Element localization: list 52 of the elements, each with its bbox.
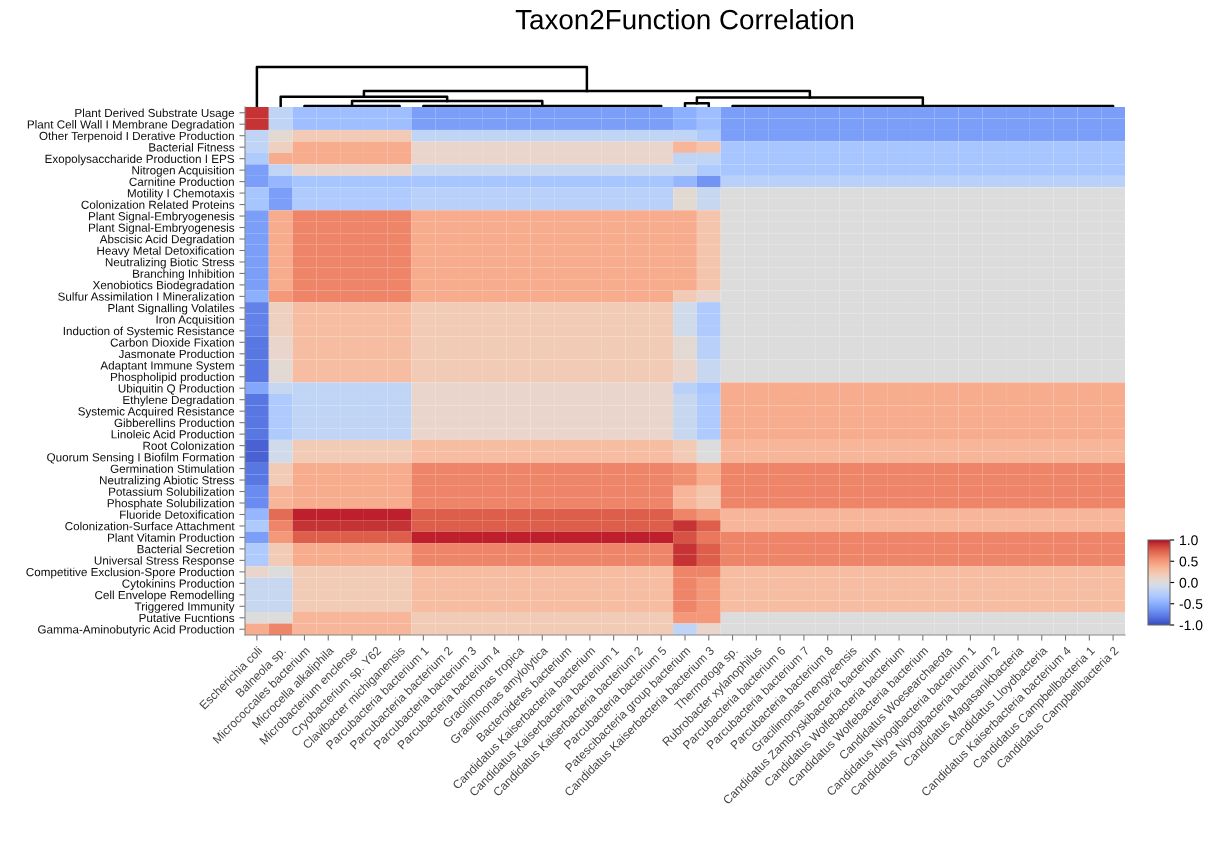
y-tick-label: Other Terpenoid I Derative Production xyxy=(39,131,234,143)
y-tick-label: Bacterial Fitness xyxy=(149,142,235,152)
y-tick-label: Heavy Metal Detoxification xyxy=(97,246,234,258)
y-tick-label: Plant Derived Substrate Usage xyxy=(75,108,235,120)
y-tick-label: Potassium Solubilization xyxy=(109,487,234,496)
y-tick-label: Branching Inhibition xyxy=(133,269,234,281)
y-tick-label: Abscisic Acid Degradation xyxy=(99,234,234,246)
y-tick-label: Systemic Acquired Resistance xyxy=(78,406,235,418)
y-tick-label: Competitive Exclusion-Spore Production xyxy=(26,567,234,579)
y-tick-label: Root Colonization xyxy=(143,441,234,450)
y-tick-label: Induction of Systemic Resistance xyxy=(63,326,235,338)
y-tick-label: Plant Signal-Embryogenesis xyxy=(88,223,235,235)
y-tick-label: Plant Vitamin Production xyxy=(108,533,234,542)
color-bar-label: 1.0 xyxy=(1180,535,1198,546)
y-tick-label: Gamma-Aminobutyric Acid Production xyxy=(38,625,234,636)
y-tick-label: Neutralizing Biotic Stress xyxy=(105,257,235,269)
y-tick-label: Neutralizing Abiotic Stress xyxy=(100,475,235,487)
y-tick-label: Phospholipid production xyxy=(111,372,234,384)
y-tick-label: Xenobiotics Biodegradation xyxy=(92,280,234,292)
color-bar-label: 0.5 xyxy=(1179,556,1198,567)
color-bar-label: 0.0 xyxy=(1179,577,1198,588)
y-tick-label: Colonization Related Proteins xyxy=(81,200,235,209)
y-tick-label: Bacterial Secretion xyxy=(137,544,234,554)
y-tick-label: Carnitine Production xyxy=(129,177,234,186)
y-tick-label: Putative Fucntions xyxy=(139,613,235,623)
y-tick-label: Universal Stress Response xyxy=(94,556,235,568)
y-tick-label: Plant Signalling Volatiles xyxy=(108,303,235,315)
y-tick-label: Gibberellins Production xyxy=(114,418,234,427)
y-tick-label: Cytokinins Production xyxy=(122,579,234,590)
y-tick-label: Linoleic Acid Production xyxy=(111,429,234,439)
y-tick-label: Germination Stimulation xyxy=(110,464,234,473)
y-tick-label: Iron Acquisition xyxy=(156,315,234,326)
y-tick-label: Fluoride Detoxification xyxy=(120,510,234,519)
y-tick-label: Cell Envelope Remodelling xyxy=(95,590,234,602)
y-tick-label: Sulfur Assimilation I Mineralization xyxy=(58,292,234,301)
color-bar-label: -1.0 xyxy=(1179,620,1203,631)
y-tick-label: Plant Signal-Embryogenesis xyxy=(88,211,235,223)
color-bar-label: -0.5 xyxy=(1179,599,1203,609)
y-tick-label: Carbon Dioxide Fixation xyxy=(110,338,234,347)
y-tick-label: Ubiquitin Q Production xyxy=(118,383,234,395)
y-tick-label: Jasmonate Production xyxy=(118,349,234,359)
y-tick-label: Quorum Sensing I Biofilm Formation xyxy=(47,452,234,464)
y-tick-label: Colonization-Surface Attachment xyxy=(65,521,235,531)
y-tick-label: Ethylene Degradation xyxy=(123,395,234,407)
y-tick-label: Exopolysaccharide Production I EPS xyxy=(45,154,235,166)
y-tick-label: Nitrogen Acquisition xyxy=(132,165,234,177)
y-tick-label: Phosphate Solubilization xyxy=(107,498,234,510)
y-tick-label: Adaptant Immune System xyxy=(100,361,234,372)
chart-title: Taxon2Function Correlation xyxy=(515,9,854,30)
y-tick-label: Plant Cell Wall I Membrane Degradation xyxy=(27,119,234,131)
y-tick-label: Triggered Immunity xyxy=(134,602,235,613)
y-tick-label: Motility I Chemotaxis xyxy=(127,188,235,200)
